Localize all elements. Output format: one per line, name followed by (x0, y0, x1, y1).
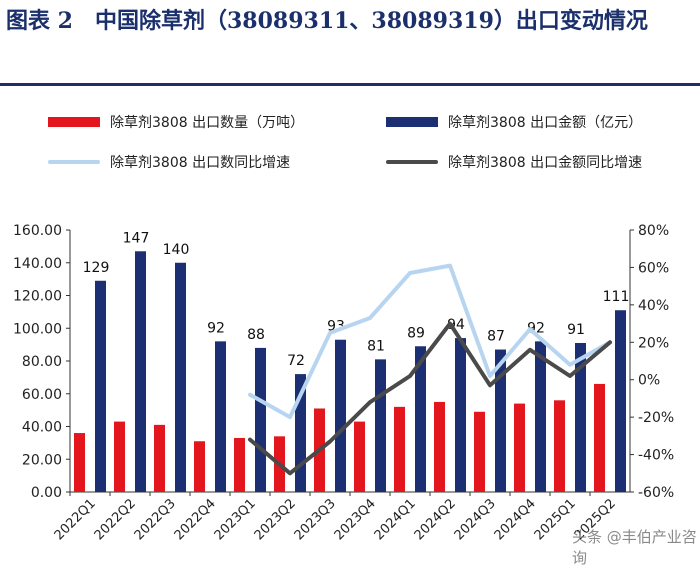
x-tick-label: 2022Q1 (52, 496, 99, 543)
y-tick-label: 20.00 (22, 452, 62, 468)
data-label-amt: 81 (367, 338, 385, 354)
data-label-amt: 87 (487, 329, 505, 345)
y2-tick-label: -20% (638, 410, 674, 426)
bar-qty (474, 411, 485, 492)
bar-amt (255, 347, 266, 492)
bar-amt (415, 346, 426, 492)
bar-amt (175, 262, 186, 492)
y2-tick-label: -40% (638, 448, 674, 464)
bar-qty (594, 383, 605, 492)
legend-swatch-amt (386, 117, 438, 127)
y2-tick-label: 60% (638, 260, 669, 276)
bar-qty (354, 421, 365, 492)
x-tick-label: 2023Q2 (252, 496, 299, 543)
bar-amt (375, 359, 386, 492)
watermark: 头条 @丰伯产业咨询 (572, 528, 697, 567)
y-tick-label: 60.00 (22, 387, 62, 403)
legend-label-amt: 除草剂3808 出口金额（亿元） (448, 115, 643, 131)
y-tick-label: 100.00 (13, 321, 62, 337)
line-amt-yoy (248, 321, 612, 476)
combo-chart: 0.00 20.00 40.00 60.00 80.00 100.00 120.00 140.… (13, 223, 674, 543)
bar-qty (394, 406, 405, 492)
legend-swatch-qty-yoy (48, 160, 100, 164)
bar-amt (295, 374, 306, 492)
legend-label-qty-yoy: 除草剂3808 出口数同比增速 (110, 155, 291, 171)
bar-qty (114, 421, 125, 492)
legend-swatch-amt-yoy (386, 160, 438, 164)
y-tick-label: 140.00 (13, 256, 62, 272)
legend-item-qty-yoy: 除草剂3808 出口数同比增速 (48, 152, 290, 172)
x-tick-label: 2024Q1 (372, 496, 419, 543)
x-tick-label: 2023Q4 (332, 496, 379, 543)
data-label-amt: 89 (407, 325, 425, 341)
bar-qty (514, 403, 525, 492)
x-tick-label: 2024Q2 (412, 496, 459, 543)
title-rule (0, 83, 700, 86)
y2-tick-label: 0% (638, 373, 660, 389)
bar-amt (455, 338, 466, 492)
legend-label-qty: 除草剂3808 出口数量（万吨） (110, 115, 305, 131)
bar-qty (554, 400, 565, 492)
legend-item-qty: 除草剂3808 出口数量（万吨） (48, 112, 304, 132)
legend-item-amt: 除草剂3808 出口金额（亿元） (386, 112, 642, 132)
y2-tick-label: 40% (638, 298, 669, 314)
bar-qty (234, 437, 245, 492)
bar-qty (74, 433, 85, 492)
bar-amt (615, 310, 626, 492)
x-tick-label: 2022Q2 (92, 496, 139, 543)
bar-qty (194, 441, 205, 492)
y-tick-label: 120.00 (13, 289, 62, 305)
y-tick-label: 160.00 (13, 223, 62, 239)
x-tick-label: 2024Q3 (452, 496, 499, 543)
data-label-amt: 147 (123, 230, 150, 246)
legend-label-amt-yoy: 除草剂3808 出口金额同比增速 (448, 155, 643, 171)
x-tick-label: 2023Q3 (292, 496, 339, 543)
bar-amt (215, 341, 226, 492)
bar-amt (575, 342, 586, 492)
bar-amt (95, 280, 106, 492)
chart-title: 图表 2 中国除草剂（38089311、38089319）出口变动情况 (6, 8, 648, 34)
y-tick-label: 80.00 (22, 354, 62, 370)
data-label-amt: 111 (603, 289, 630, 305)
bar-amt (535, 341, 546, 492)
y-tick-label: 0.00 (31, 485, 62, 501)
y2-tick-label: 20% (638, 335, 669, 351)
x-tick-label: 2022Q3 (132, 496, 179, 543)
data-label-amt: 92 (207, 320, 225, 336)
legend: 除草剂3808 出口数量（万吨） 除草剂3808 出口金额（亿元） 除草剂380… (0, 112, 700, 180)
bar-amt (135, 251, 146, 492)
x-tick-label: 2022Q4 (172, 496, 219, 543)
data-label-amt: 88 (247, 327, 265, 343)
legend-item-amt-yoy: 除草剂3808 出口金额同比增速 (386, 152, 642, 172)
legend-swatch-qty (48, 117, 100, 127)
bar-amt (495, 349, 506, 492)
bar-qty (434, 401, 445, 492)
x-tick-label: 2024Q4 (492, 496, 539, 543)
y2-tick-label: 80% (638, 223, 669, 239)
y-tick-label: 40.00 (22, 420, 62, 436)
data-label-amt: 140 (163, 242, 190, 258)
x-tick-label: 2023Q1 (212, 496, 259, 543)
bar-qty (154, 424, 165, 492)
data-label-amt: 129 (83, 260, 110, 276)
line-qty-yoy (248, 263, 612, 420)
bar-amt (335, 339, 346, 492)
data-label-amt: 72 (287, 353, 305, 369)
y2-tick-label: -60% (638, 485, 674, 501)
data-label-amt: 91 (567, 322, 585, 338)
